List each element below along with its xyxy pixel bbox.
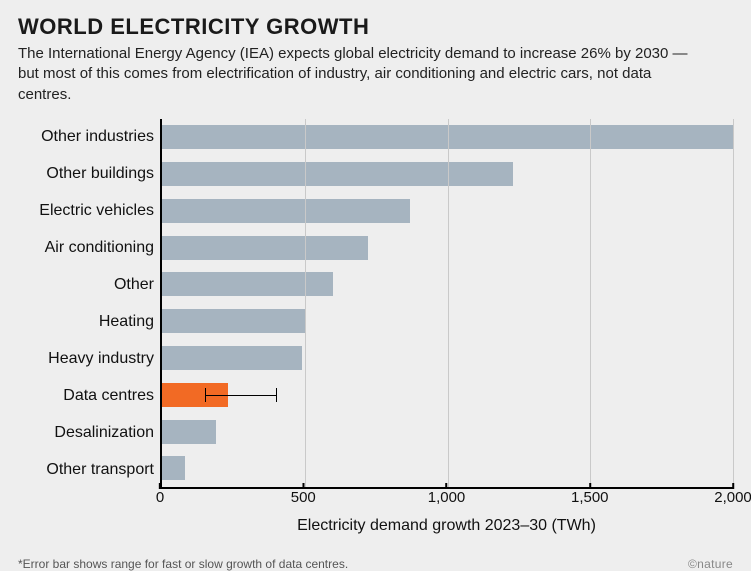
category-label: Heavy industry bbox=[48, 350, 154, 368]
chart-area: Other industries Other buildings Electric … bbox=[18, 119, 733, 489]
x-tick-label: 500 bbox=[291, 489, 316, 506]
error-bar-cap bbox=[205, 388, 206, 402]
category-label: Other transport bbox=[46, 461, 154, 479]
bar bbox=[162, 162, 513, 186]
category-label: Data centres bbox=[63, 387, 154, 405]
category-label: Desalinization bbox=[54, 424, 154, 442]
grid-line bbox=[448, 119, 449, 487]
x-axis-label: Electricity demand growth 2023–30 (TWh) bbox=[160, 517, 733, 535]
category-label: Electric vehicles bbox=[39, 202, 154, 220]
chart-title: WORLD ELECTRICITY GROWTH bbox=[18, 14, 733, 40]
x-tick-label: 0 bbox=[156, 489, 164, 506]
grid-line bbox=[590, 119, 591, 487]
x-tick-label: 1,500 bbox=[571, 489, 609, 506]
bar bbox=[162, 199, 410, 223]
category-label: Other industries bbox=[41, 128, 154, 146]
category-label: Air conditioning bbox=[45, 239, 154, 257]
grid-line bbox=[305, 119, 306, 487]
category-label: Other buildings bbox=[46, 165, 154, 183]
category-label: Heating bbox=[99, 313, 154, 331]
y-axis-labels: Other industries Other buildings Electric … bbox=[18, 119, 160, 489]
category-label: Other bbox=[114, 276, 154, 294]
bar bbox=[162, 456, 185, 480]
grid-line bbox=[733, 119, 734, 487]
chart-subtitle: The International Energy Agency (IEA) ex… bbox=[18, 44, 698, 105]
bar bbox=[162, 420, 216, 444]
x-tick-label: 2,000 bbox=[714, 489, 751, 506]
error-bar bbox=[205, 395, 276, 396]
x-axis: 05001,0001,5002,000 bbox=[160, 489, 733, 513]
plot-area bbox=[160, 119, 733, 489]
bar bbox=[162, 272, 333, 296]
bar bbox=[162, 346, 302, 370]
bar bbox=[162, 236, 368, 260]
x-tick-label: 1,000 bbox=[428, 489, 466, 506]
bar bbox=[162, 309, 305, 333]
error-bar-cap bbox=[276, 388, 277, 402]
